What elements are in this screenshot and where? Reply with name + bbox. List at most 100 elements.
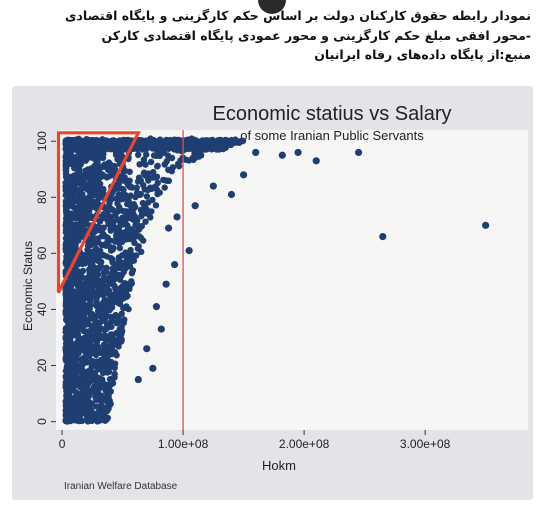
data-point [86,266,93,273]
data-point [75,410,82,417]
data-point [164,224,173,232]
data-point [100,241,108,248]
data-point [87,409,94,417]
data-point [69,280,76,287]
data-point [107,244,114,251]
data-point [77,382,84,389]
data-point [134,375,142,384]
data-point [93,358,100,365]
data-point [147,158,155,166]
data-point [86,170,93,178]
data-point [77,233,84,240]
x-tick-label: 1.00e+08 [158,437,209,451]
data-point [99,154,107,162]
data-point [140,237,147,244]
data-point [93,376,101,384]
data-point [80,198,88,206]
data-point [134,178,142,185]
data-point [201,140,209,147]
data-point [78,375,85,382]
data-point [185,246,193,255]
data-point [77,395,84,402]
data-point [239,171,248,179]
data-point [156,152,163,160]
data-point [100,367,107,375]
data-point [173,213,181,221]
data-point [190,156,197,164]
data-point [118,310,125,317]
data-point [122,209,129,217]
data-point [161,161,168,168]
data-point [128,280,135,287]
data-point [191,202,199,210]
data-point [165,144,172,151]
data-point [85,330,92,337]
data-point [93,394,100,401]
data-point [154,163,161,170]
axis-ticks: 0 1.00e+08 2.00e+08 3.00e+08 0 20 40 60 80 100 [35,131,451,451]
data-point [103,300,110,308]
data-point [101,316,109,323]
data-point [111,238,119,245]
data-point [85,352,92,360]
data-point [127,213,134,221]
data-point [116,203,123,211]
data-point [65,311,72,319]
data-point [116,256,123,264]
data-point [111,282,118,290]
data-point [106,397,113,404]
data-point [128,226,135,233]
data-point [76,186,84,193]
data-point [102,325,109,333]
data-point [152,202,160,209]
data-point [135,151,142,158]
data-point [113,138,120,145]
top-decor-disc [258,0,286,14]
data-point [93,154,101,161]
data-point [70,386,77,393]
data-point [166,137,173,144]
data-point [140,170,148,177]
y-tick-label: 100 [35,131,49,151]
data-point [138,223,145,230]
data-point [108,378,115,386]
data-point [149,138,156,146]
chart-photo: Economic statius vs Salary of some Irani… [12,86,533,500]
data-point [115,299,122,307]
data-point [209,182,217,190]
data-point [75,350,82,357]
caption-line-3: منبع:از پایگاه داده‌های رفاه ایرانیان [314,47,531,62]
data-point [88,322,96,329]
data-point [94,307,102,315]
data-point [122,236,130,243]
data-point [66,298,73,305]
data-point [72,138,79,145]
data-point [121,282,128,289]
data-point [108,296,116,303]
data-point [138,213,145,220]
data-point [379,232,387,241]
data-point [87,278,95,285]
x-tick-label: 0 [59,437,66,451]
data-point [83,317,90,325]
data-point [143,151,150,158]
data-point [87,291,94,298]
chart-title: Economic statius vs Salary [213,103,452,125]
data-point [66,160,73,167]
data-point [127,246,134,254]
chart-footnote: Iranian Welfare Database [64,481,178,492]
data-point [213,146,220,153]
x-tick-label: 2.00e+08 [279,437,330,451]
data-point [79,355,86,363]
data-point [143,193,151,200]
data-point [98,403,106,410]
data-point [162,177,170,184]
data-point [233,139,240,146]
data-point [109,256,116,263]
data-point [63,184,70,191]
data-point [482,221,490,229]
data-point [104,307,111,314]
data-point [103,253,111,260]
data-point [76,285,83,292]
data-point [91,165,99,173]
